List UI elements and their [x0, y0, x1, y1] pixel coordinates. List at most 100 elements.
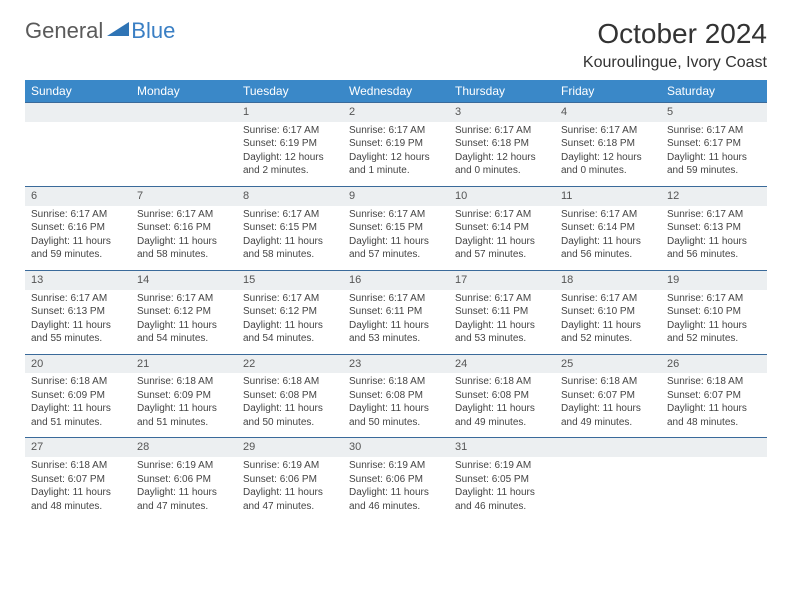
sunrise-text: Sunrise: 6:18 AM [31, 375, 125, 389]
daylight-text: Daylight: 11 hours and 57 minutes. [349, 235, 443, 262]
calendar-cell [25, 103, 131, 187]
daylight-text: Daylight: 11 hours and 58 minutes. [137, 235, 231, 262]
sunrise-text: Sunrise: 6:19 AM [455, 459, 549, 473]
sunrise-text: Sunrise: 6:18 AM [455, 375, 549, 389]
location: Kouroulingue, Ivory Coast [583, 54, 767, 72]
day-body: Sunrise: 6:17 AMSunset: 6:14 PMDaylight:… [449, 206, 555, 270]
sunset-text: Sunset: 6:15 PM [243, 221, 337, 235]
day-body: Sunrise: 6:17 AMSunset: 6:18 PMDaylight:… [449, 122, 555, 186]
day-header: Saturday [661, 80, 767, 103]
month-title: October 2024 [583, 18, 767, 50]
day-body: Sunrise: 6:19 AMSunset: 6:06 PMDaylight:… [237, 457, 343, 521]
day-number: 22 [237, 355, 343, 374]
sunrise-text: Sunrise: 6:17 AM [561, 208, 655, 222]
sunrise-text: Sunrise: 6:17 AM [455, 292, 549, 306]
sunrise-text: Sunrise: 6:17 AM [137, 208, 231, 222]
day-body: Sunrise: 6:17 AMSunset: 6:18 PMDaylight:… [555, 122, 661, 186]
sunset-text: Sunset: 6:14 PM [455, 221, 549, 235]
day-body: Sunrise: 6:17 AMSunset: 6:12 PMDaylight:… [131, 290, 237, 354]
sunset-text: Sunset: 6:13 PM [667, 221, 761, 235]
sunset-text: Sunset: 6:06 PM [137, 473, 231, 487]
day-number: 31 [449, 438, 555, 457]
daylight-text: Daylight: 11 hours and 52 minutes. [667, 319, 761, 346]
sunset-text: Sunset: 6:16 PM [137, 221, 231, 235]
day-number: 24 [449, 355, 555, 374]
calendar-cell: 26Sunrise: 6:18 AMSunset: 6:07 PMDayligh… [661, 354, 767, 438]
sunrise-text: Sunrise: 6:17 AM [455, 124, 549, 138]
day-number: 26 [661, 355, 767, 374]
day-body: Sunrise: 6:19 AMSunset: 6:06 PMDaylight:… [131, 457, 237, 521]
sunrise-text: Sunrise: 6:19 AM [137, 459, 231, 473]
sunset-text: Sunset: 6:12 PM [137, 305, 231, 319]
calendar-cell: 12Sunrise: 6:17 AMSunset: 6:13 PMDayligh… [661, 186, 767, 270]
day-body: Sunrise: 6:18 AMSunset: 6:07 PMDaylight:… [661, 373, 767, 437]
calendar-week: 1Sunrise: 6:17 AMSunset: 6:19 PMDaylight… [25, 103, 767, 187]
day-header: Sunday [25, 80, 131, 103]
calendar-body: 1Sunrise: 6:17 AMSunset: 6:19 PMDaylight… [25, 103, 767, 522]
calendar-cell: 10Sunrise: 6:17 AMSunset: 6:14 PMDayligh… [449, 186, 555, 270]
day-number: 6 [25, 187, 131, 206]
day-number: 18 [555, 271, 661, 290]
calendar-cell: 30Sunrise: 6:19 AMSunset: 6:06 PMDayligh… [343, 438, 449, 521]
sunrise-text: Sunrise: 6:18 AM [137, 375, 231, 389]
calendar-table: SundayMondayTuesdayWednesdayThursdayFrid… [25, 80, 767, 521]
calendar-cell: 1Sunrise: 6:17 AMSunset: 6:19 PMDaylight… [237, 103, 343, 187]
calendar-cell: 5Sunrise: 6:17 AMSunset: 6:17 PMDaylight… [661, 103, 767, 187]
daylight-text: Daylight: 11 hours and 52 minutes. [561, 319, 655, 346]
day-body: Sunrise: 6:18 AMSunset: 6:09 PMDaylight:… [131, 373, 237, 437]
sunset-text: Sunset: 6:08 PM [455, 389, 549, 403]
sunrise-text: Sunrise: 6:17 AM [561, 292, 655, 306]
day-number: 29 [237, 438, 343, 457]
day-number: 13 [25, 271, 131, 290]
day-number: 4 [555, 103, 661, 122]
day-number: 25 [555, 355, 661, 374]
day-number: 10 [449, 187, 555, 206]
sunset-text: Sunset: 6:07 PM [561, 389, 655, 403]
sunrise-text: Sunrise: 6:17 AM [455, 208, 549, 222]
day-number: 5 [661, 103, 767, 122]
day-number: 11 [555, 187, 661, 206]
sunset-text: Sunset: 6:10 PM [561, 305, 655, 319]
day-number: 15 [237, 271, 343, 290]
sunrise-text: Sunrise: 6:17 AM [243, 292, 337, 306]
day-body: Sunrise: 6:19 AMSunset: 6:06 PMDaylight:… [343, 457, 449, 521]
day-number: 30 [343, 438, 449, 457]
daylight-text: Daylight: 11 hours and 53 minutes. [455, 319, 549, 346]
daylight-text: Daylight: 11 hours and 51 minutes. [137, 402, 231, 429]
calendar-week: 13Sunrise: 6:17 AMSunset: 6:13 PMDayligh… [25, 270, 767, 354]
daylight-text: Daylight: 11 hours and 59 minutes. [667, 151, 761, 178]
calendar-cell: 28Sunrise: 6:19 AMSunset: 6:06 PMDayligh… [131, 438, 237, 521]
day-number: 21 [131, 355, 237, 374]
header: General Blue October 2024 Kouroulingue, … [25, 18, 767, 72]
day-number: 12 [661, 187, 767, 206]
sunset-text: Sunset: 6:06 PM [349, 473, 443, 487]
day-number: 7 [131, 187, 237, 206]
day-body: Sunrise: 6:17 AMSunset: 6:11 PMDaylight:… [343, 290, 449, 354]
calendar-cell: 16Sunrise: 6:17 AMSunset: 6:11 PMDayligh… [343, 270, 449, 354]
calendar-cell: 25Sunrise: 6:18 AMSunset: 6:07 PMDayligh… [555, 354, 661, 438]
logo-triangle-icon [107, 22, 129, 40]
logo-text-general: General [25, 18, 103, 44]
day-body: Sunrise: 6:18 AMSunset: 6:08 PMDaylight:… [449, 373, 555, 437]
calendar-cell: 22Sunrise: 6:18 AMSunset: 6:08 PMDayligh… [237, 354, 343, 438]
sunrise-text: Sunrise: 6:17 AM [243, 208, 337, 222]
day-header: Thursday [449, 80, 555, 103]
daylight-text: Daylight: 11 hours and 53 minutes. [349, 319, 443, 346]
sunrise-text: Sunrise: 6:17 AM [667, 292, 761, 306]
calendar-cell: 31Sunrise: 6:19 AMSunset: 6:05 PMDayligh… [449, 438, 555, 521]
day-body: Sunrise: 6:19 AMSunset: 6:05 PMDaylight:… [449, 457, 555, 521]
daylight-text: Daylight: 11 hours and 58 minutes. [243, 235, 337, 262]
daylight-text: Daylight: 11 hours and 56 minutes. [561, 235, 655, 262]
sunrise-text: Sunrise: 6:17 AM [243, 124, 337, 138]
sunrise-text: Sunrise: 6:17 AM [31, 208, 125, 222]
sunrise-text: Sunrise: 6:19 AM [349, 459, 443, 473]
day-header: Monday [131, 80, 237, 103]
sunrise-text: Sunrise: 6:17 AM [667, 124, 761, 138]
calendar-cell: 8Sunrise: 6:17 AMSunset: 6:15 PMDaylight… [237, 186, 343, 270]
day-body: Sunrise: 6:18 AMSunset: 6:08 PMDaylight:… [237, 373, 343, 437]
sunrise-text: Sunrise: 6:19 AM [243, 459, 337, 473]
calendar-cell: 19Sunrise: 6:17 AMSunset: 6:10 PMDayligh… [661, 270, 767, 354]
calendar-cell: 15Sunrise: 6:17 AMSunset: 6:12 PMDayligh… [237, 270, 343, 354]
daylight-text: Daylight: 11 hours and 46 minutes. [455, 486, 549, 513]
day-header: Wednesday [343, 80, 449, 103]
